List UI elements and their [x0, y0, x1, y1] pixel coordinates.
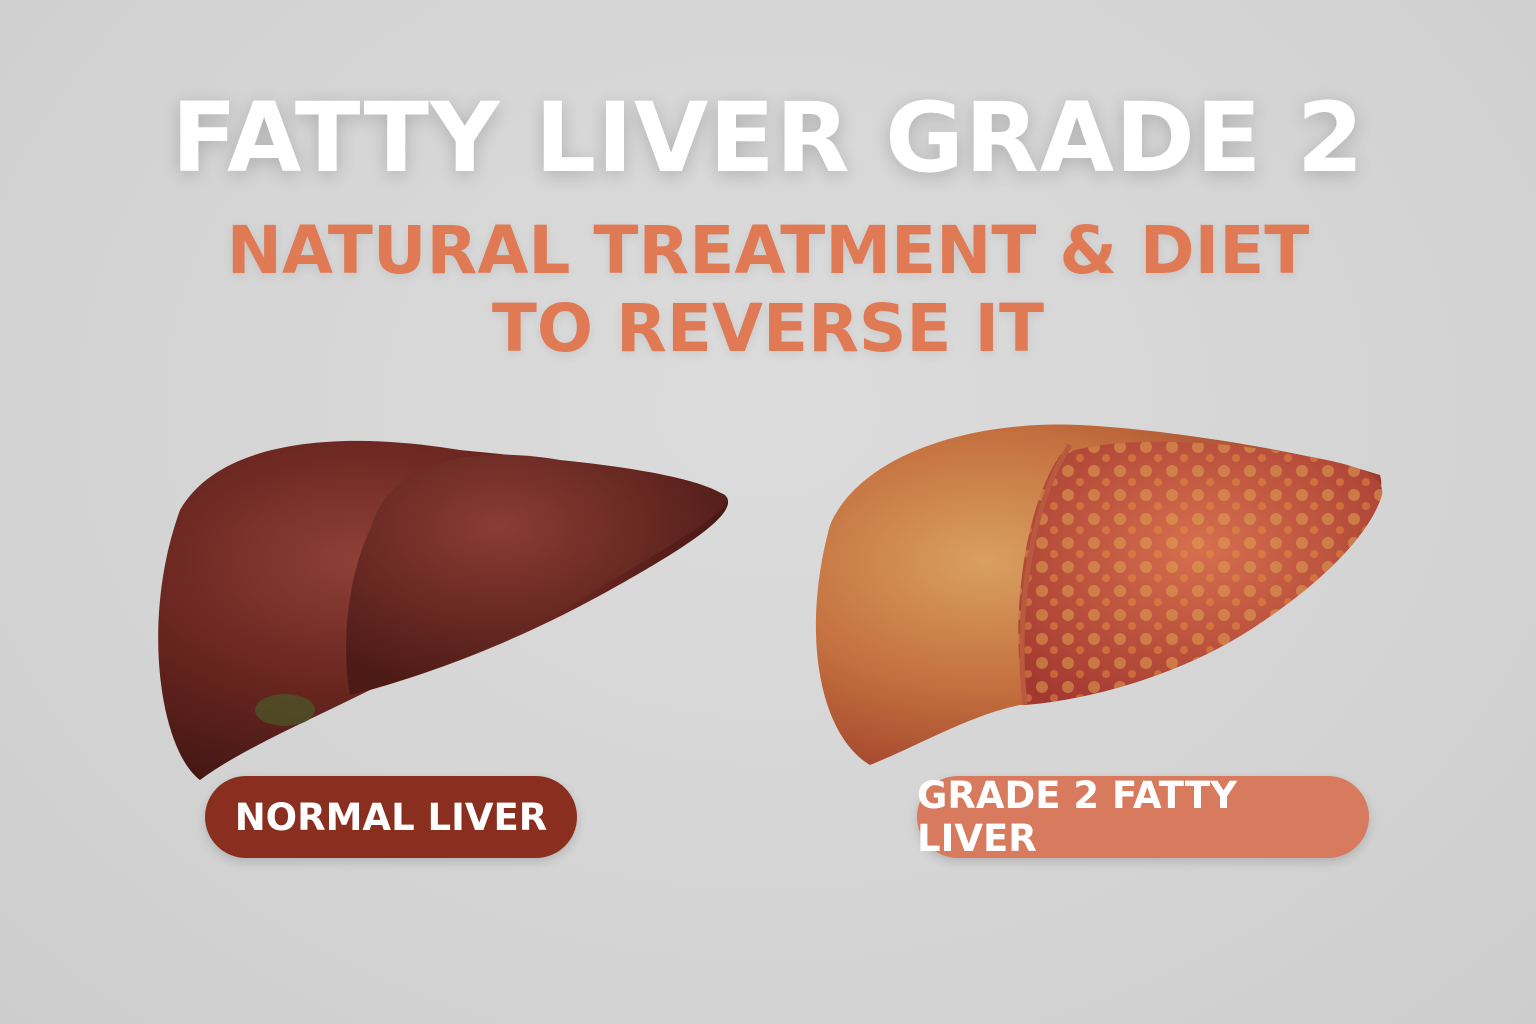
normal-liver-label: NORMAL LIVER: [205, 776, 577, 858]
page-title: FATTY LIVER GRADE 2: [171, 82, 1365, 194]
subtitle-line-1: NATURAL TREATMENT & DIET: [226, 212, 1310, 289]
fatty-liver-image: [815, 424, 1383, 765]
fatty-liver-label: GRADE 2 FATTY LIVER: [917, 774, 1369, 860]
subtitle-line-2: TO REVERSE IT: [491, 290, 1045, 367]
normal-liver-image: [158, 440, 729, 780]
